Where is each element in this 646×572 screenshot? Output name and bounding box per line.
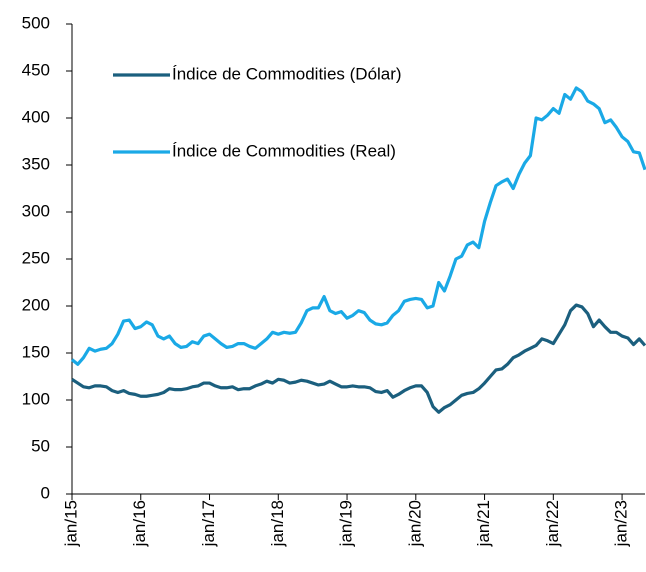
series-line bbox=[70, 86, 646, 366]
y-tick-label: 0 bbox=[41, 483, 50, 502]
x-tick-label: jan/23 bbox=[612, 500, 631, 547]
y-tick-label: 450 bbox=[22, 60, 50, 79]
y-tick-label: 400 bbox=[22, 107, 50, 126]
y-tick-label: 50 bbox=[31, 436, 50, 455]
legend-label: Índice de Commodities (Real) bbox=[172, 141, 396, 160]
y-tick-label: 200 bbox=[22, 295, 50, 314]
y-tick-label: 500 bbox=[22, 13, 50, 32]
x-tick-label: jan/22 bbox=[543, 500, 562, 547]
x-tick-label: jan/19 bbox=[337, 500, 356, 547]
x-tick-label: jan/20 bbox=[405, 500, 424, 547]
y-tick-label: 300 bbox=[22, 201, 50, 220]
x-tick-label: jan/16 bbox=[130, 500, 149, 547]
x-tick-label: jan/21 bbox=[474, 500, 493, 547]
x-tick-label: jan/18 bbox=[268, 500, 287, 547]
legend-label: Índice de Commodities (Dólar) bbox=[172, 64, 402, 83]
series-line bbox=[71, 303, 646, 414]
y-tick-label: 150 bbox=[22, 342, 50, 361]
y-tick-label: 100 bbox=[22, 389, 50, 408]
y-tick-label: 350 bbox=[22, 154, 50, 173]
x-tick-label: jan/17 bbox=[199, 500, 218, 547]
x-tick-label: jan/15 bbox=[61, 500, 80, 547]
y-tick-label: 250 bbox=[22, 248, 50, 267]
